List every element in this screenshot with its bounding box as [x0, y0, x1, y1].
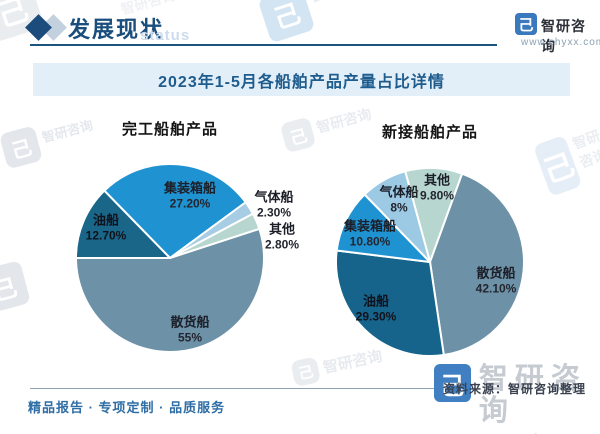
pie-label-container-ship: 集装箱船 10.80% [343, 218, 397, 249]
brand-logo-icon: 己 [515, 13, 537, 35]
pie-slice-油船 [75, 189, 171, 260]
pie-label-bulk-carrier: 散货船 42.10% [475, 265, 517, 296]
watermark: 己 智研咨询 [257, 0, 374, 44]
watermark: 己 智研咨询 [532, 121, 600, 197]
pie-label-gas-ship: 气体船 2.30% [254, 189, 294, 220]
pie-title-completed: 完工船舶产品 [121, 121, 218, 138]
pie-label-gas-ship: 气体船 8% [379, 184, 419, 215]
header-divider [30, 44, 497, 46]
brand-logo-icon: 己 [290, 356, 322, 388]
pie-slice-气体船 [363, 170, 431, 263]
footer-tagline: 精品报告 · 专项定制 · 品质服务 [28, 400, 226, 415]
watermark: 己 [0, 260, 31, 314]
pie-slice-散货船 [429, 172, 525, 356]
brand-logo-icon: 己 [532, 134, 583, 197]
chart-banner: 2023年1-5月各船舶产品产量占比详情 [33, 63, 570, 96]
pie-slice-集装箱船 [103, 163, 247, 259]
brand-name: 智研咨询 [541, 18, 586, 54]
brand-logo-icon: 己 [0, 125, 44, 170]
pie-chart-new-orders [335, 167, 525, 357]
pie-label-oil-tanker: 油船 12.70% [85, 212, 127, 243]
pie-slice-油船 [335, 249, 445, 357]
brand-logo-icon: 己 [257, 0, 316, 44]
brand-logo-icon: 己 [434, 364, 471, 402]
pie-label-bulk-carrier: 散货船 55% [170, 314, 210, 345]
brand-logo-icon: 己 [279, 116, 317, 154]
section-watermark-text: status [140, 27, 191, 44]
pie-label-oil-tanker: 油船 29.30% [355, 293, 397, 324]
brand-website: www.chyxx.com [479, 430, 600, 434]
data-source-note: 资料来源：智研咨询整理 [442, 382, 586, 396]
page-title: 2023年1-5月各船舶产品产量占比详情 [158, 73, 445, 91]
footer-divider [30, 388, 457, 389]
pie-label-container-ship: 集装箱船 27.20% [163, 180, 217, 211]
brand-website: www.chyxx.com [521, 37, 600, 48]
brand-name: 智研咨询 [478, 363, 587, 427]
pie-label-other: 其他 2.80% [264, 221, 300, 252]
pie-slice-散货船 [75, 227, 265, 353]
pie-chart-completed [75, 163, 265, 353]
pie-label-other: 其他 9.80% [419, 172, 455, 203]
watermark: 己 智研咨询 [0, 111, 98, 170]
pie-title-new-orders: 新接船舶产品 [381, 124, 478, 141]
brand-logo-icon: 己 [0, 260, 31, 314]
watermark-large: 己 智研咨询 www.chyxx.com [434, 363, 600, 434]
section-title: 发展现状 [68, 17, 165, 42]
